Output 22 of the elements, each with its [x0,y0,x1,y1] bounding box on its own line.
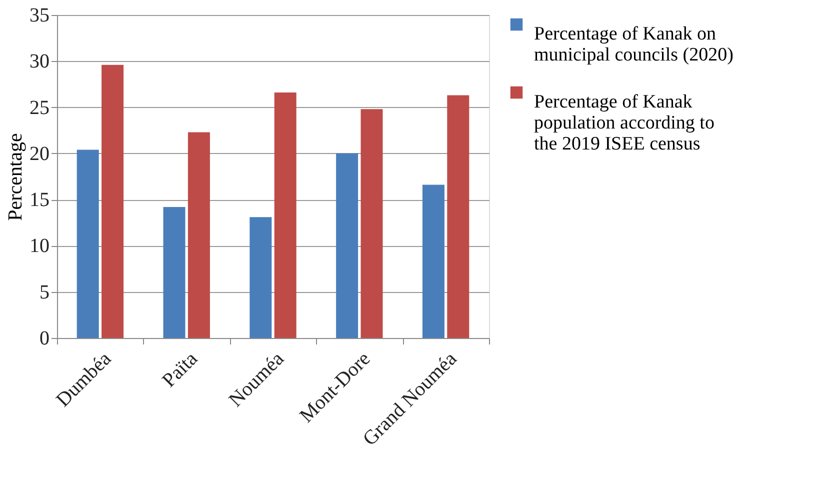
bar [422,184,444,338]
y-tick-label: 25 [30,96,50,119]
y-tick-label: 10 [30,235,50,258]
bar [188,132,210,338]
bar [360,109,383,338]
y-tick-label: 15 [30,189,50,212]
bar [250,217,272,338]
bar [336,153,358,338]
y-tick-label: 0 [40,328,50,350]
bar [76,150,99,338]
y-axis-title: Percentage [4,133,26,221]
bar [447,95,470,338]
legend-label: Percentage of Kanak population according to the 2019 ISEE census [534,92,714,154]
x-tick-label: Païta [158,348,202,392]
y-tick-label: 5 [40,281,50,304]
y-tick-label: 20 [30,142,50,165]
bar [274,92,296,338]
legend-label: Percentage of Kanak on municipal councils (2020) [534,24,734,66]
bar [102,64,124,338]
bar [163,206,186,338]
y-tick-label: 35 [30,4,50,26]
y-tick-label: 30 [30,50,50,73]
